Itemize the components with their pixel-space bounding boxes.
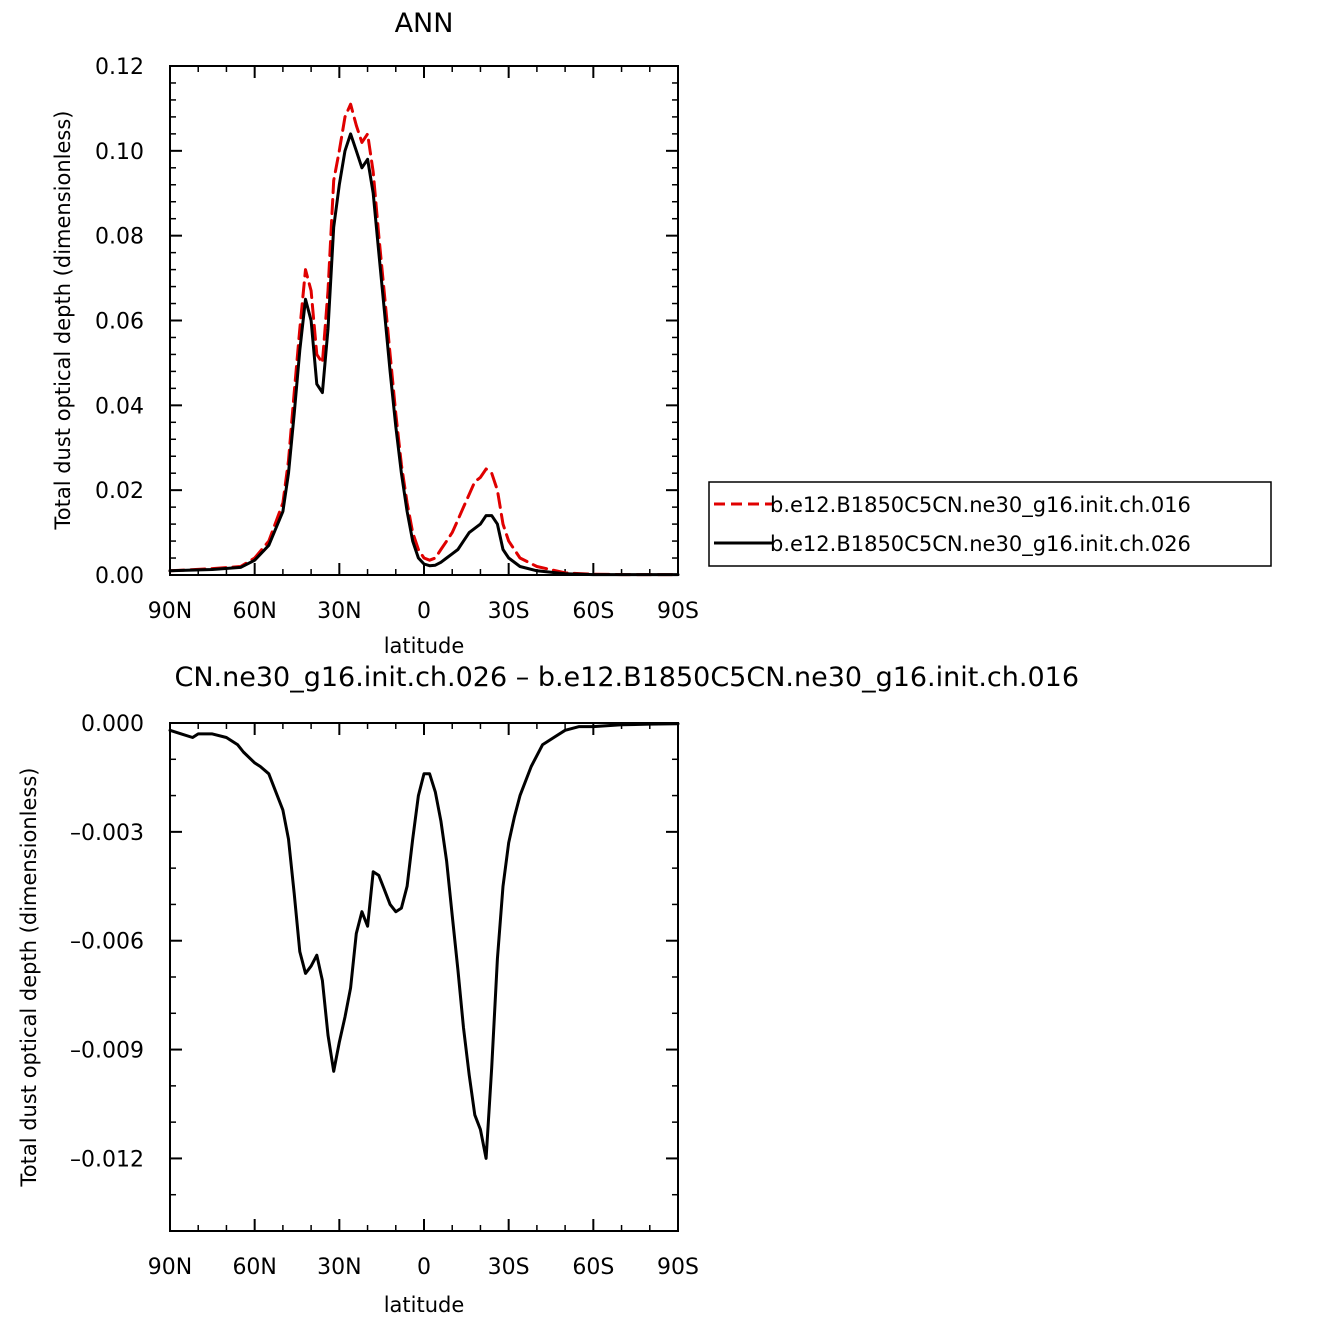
- difference-title: CN.ne30_g16.init.ch.026 – b.e12.B1850C5C…: [175, 662, 1080, 693]
- panel-bottom: CN.ne30_g16.init.ch.026 – b.e12.B1850C5C…: [17, 662, 1079, 1317]
- x-tick-label: 60S: [572, 599, 614, 624]
- legend-label-026: b.e12.B1850C5CN.ne30_g16.init.ch.026: [770, 532, 1191, 557]
- x-tick-label: 0: [417, 599, 431, 624]
- y-axis-label: Total dust optical depth (dimensionless): [17, 768, 41, 1188]
- y-tick-label: –0.003: [70, 821, 144, 846]
- x-tick-label: 90N: [148, 599, 192, 624]
- y-tick-label: 0.02: [95, 479, 144, 504]
- x-tick-label: 30N: [317, 599, 361, 624]
- plot-frame: [169, 65, 679, 576]
- x-tick-label: 30S: [488, 1255, 530, 1280]
- x-tick-label: 0: [417, 1255, 431, 1280]
- x-tick-label: 30S: [488, 599, 530, 624]
- y-tick-label: –0.009: [70, 1039, 144, 1064]
- x-tick-label: 90S: [657, 1255, 699, 1280]
- x-tick-label: 90N: [148, 1255, 192, 1280]
- x-tick-label: 90S: [657, 599, 699, 624]
- x-tick-label: 60N: [232, 1255, 276, 1280]
- y-tick-label: 0.04: [95, 394, 144, 419]
- series-lines: [168, 722, 680, 1160]
- series-line-0: [168, 722, 680, 1160]
- series-line-1: [168, 132, 680, 577]
- tick-marks: [169, 722, 679, 1232]
- x-axis-label: latitude: [384, 634, 465, 658]
- legend-label-016: b.e12.B1850C5CN.ne30_g16.init.ch.016: [770, 493, 1191, 518]
- chart-title: ANN: [395, 8, 454, 39]
- x-tick-label: 60N: [232, 599, 276, 624]
- plot-frame: [169, 722, 679, 1232]
- y-tick-label: 0.08: [95, 225, 144, 250]
- y-axis-label: Total dust optical depth (dimensionless): [51, 111, 75, 531]
- legend-box: [708, 481, 1272, 567]
- y-tick-label: 0.00: [95, 564, 144, 589]
- legend: b.e12.B1850C5CN.ne30_g16.init.ch.016 b.e…: [708, 481, 1272, 567]
- panel-top: ANN 90N 60N 30N 0 30S 60S 90S 0.00 0.02 0.04 0.06 0…: [51, 8, 699, 658]
- y-tick-label: 0.10: [95, 140, 144, 165]
- x-tick-label: 60S: [572, 1255, 614, 1280]
- y-tick-label: –0.012: [70, 1147, 144, 1172]
- x-tick-label: 30N: [317, 1255, 361, 1280]
- tick-labels: 90N 60N 30N 0 30S 60S 90S 0.000 –0.003 –0.006 –0.0…: [70, 712, 699, 1280]
- y-tick-label: 0.12: [95, 55, 144, 80]
- tick-marks: [169, 65, 679, 576]
- series-line-0: [168, 102, 680, 577]
- y-tick-label: 0.06: [95, 310, 144, 335]
- tick-labels: 90N 60N 30N 0 30S 60S 90S 0.00 0.02 0.04 0.06 0.08 0…: [95, 55, 699, 624]
- x-axis-label: latitude: [384, 1293, 465, 1317]
- series-lines: [168, 102, 680, 577]
- y-tick-label: –0.006: [70, 930, 144, 955]
- y-tick-label: 0.000: [81, 712, 144, 737]
